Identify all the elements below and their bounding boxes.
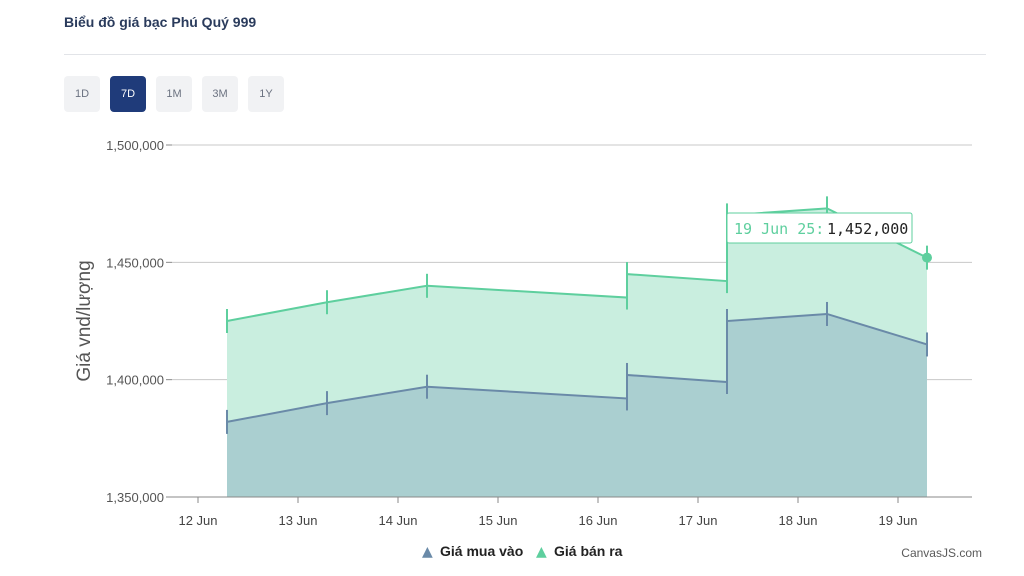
legend-marker-icon: ▲: [536, 544, 547, 560]
x-tick-label: 19 Jun: [878, 513, 917, 528]
x-tick-label: 12 Jun: [178, 513, 217, 528]
y-axis-title: Giá vnd/lượng: [74, 260, 95, 381]
x-tick-label: 18 Jun: [778, 513, 817, 528]
y-tick-label: 1,500,000: [106, 138, 164, 153]
x-tick-label: 17 Jun: [678, 513, 717, 528]
range-7d-button[interactable]: 7D: [110, 76, 146, 112]
legend-label[interactable]: Giá mua vào: [440, 543, 523, 559]
range-1d-button[interactable]: 1D: [64, 76, 100, 112]
title-divider: [64, 54, 986, 55]
range-selector: 1D 7D 1M 3M 1Y: [64, 76, 284, 112]
range-1y-button[interactable]: 1Y: [248, 76, 284, 112]
legend-marker-icon: ▲: [422, 544, 433, 560]
x-tick-label: 16 Jun: [578, 513, 617, 528]
legend-label[interactable]: Giá bán ra: [554, 543, 623, 559]
tooltip-label: 19 Jun 25:: [734, 220, 824, 238]
page-title: Biểu đồ giá bạc Phú Quý 999: [64, 14, 257, 30]
range-3m-button[interactable]: 3M: [202, 76, 238, 112]
range-1m-button[interactable]: 1M: [156, 76, 192, 112]
y-tick-label: 1,450,000: [106, 255, 164, 270]
tooltip-value: 1,452,000: [827, 220, 908, 238]
x-tick-label: 14 Jun: [378, 513, 417, 528]
chart-credit[interactable]: CanvasJS.com: [901, 546, 982, 560]
y-tick-label: 1,400,000: [106, 373, 164, 388]
buy-series-area: [227, 313, 927, 497]
x-tick-label: 15 Jun: [478, 513, 517, 528]
y-tick-label: 1,350,000: [106, 490, 164, 505]
tooltip: 19 Jun 25: 1,452,000: [726, 212, 913, 244]
highlight-point: [922, 252, 932, 263]
x-tick-label: 13 Jun: [278, 513, 317, 528]
legend: ▲ Giá mua vào ▲ Giá bán ra: [422, 543, 623, 560]
tooltip-box: [726, 212, 913, 244]
